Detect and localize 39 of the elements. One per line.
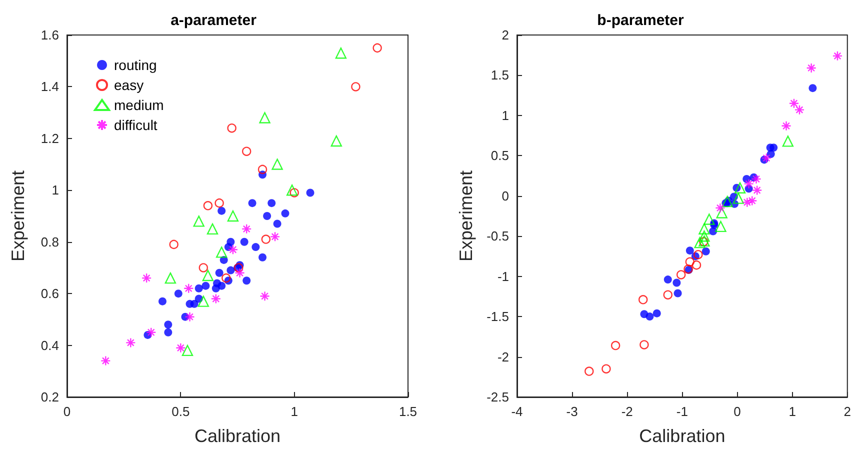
x-tick-label: -2	[621, 404, 633, 419]
y-tick-label: 1.5	[490, 68, 509, 83]
y-tick-label: 1	[502, 108, 509, 123]
y-tick-label: -0.5	[486, 228, 509, 244]
chart-title: a-parameter	[170, 12, 257, 29]
x-axis-title: Calibration	[639, 426, 726, 446]
x-axis-title: Calibration	[194, 426, 281, 446]
y-tick-label: -2.5	[486, 390, 509, 404]
y-axis-title: Experiment	[8, 170, 28, 262]
legend-label: routing	[114, 57, 157, 73]
x-tick-label: 2	[844, 404, 851, 419]
x-tick-label: 0.5	[172, 404, 190, 419]
y-tick-label: 0.8	[40, 234, 59, 250]
legend-label: difficult	[114, 117, 158, 133]
x-tick-label: 1	[788, 404, 796, 419]
y-tick-label: 0.6	[40, 286, 59, 302]
y-tick-label: 1.4	[40, 79, 59, 94]
y-tick-label: -1.5	[486, 309, 509, 324]
y-axis-title: Experiment	[456, 170, 476, 262]
x-tick-label: 0	[734, 404, 741, 419]
y-tick-label: 0.5	[490, 148, 509, 164]
y-tick-label: 1.6	[40, 28, 59, 42]
y-tick-label: 1	[52, 182, 59, 198]
x-tick-label: 0	[63, 404, 71, 419]
y-tick-label: 2	[502, 28, 509, 42]
legend-label: medium	[114, 97, 164, 113]
x-tick-label: -1	[676, 404, 688, 419]
y-tick-label: 0.2	[40, 390, 59, 404]
y-tick-label: -1	[497, 268, 509, 284]
y-tick-label: 0	[502, 188, 509, 204]
x-tick-label: 1	[290, 404, 298, 419]
chart-title: b-parameter	[597, 12, 684, 29]
legend-label: easy	[114, 77, 144, 93]
x-tick-label: -4	[511, 404, 523, 419]
y-tick-label: -2	[497, 349, 509, 364]
y-tick-label: 0.4	[40, 338, 59, 353]
x-tick-label: -3	[566, 404, 578, 419]
y-tick-label: 1.2	[40, 130, 59, 146]
x-tick-label: 1.5	[398, 404, 418, 419]
